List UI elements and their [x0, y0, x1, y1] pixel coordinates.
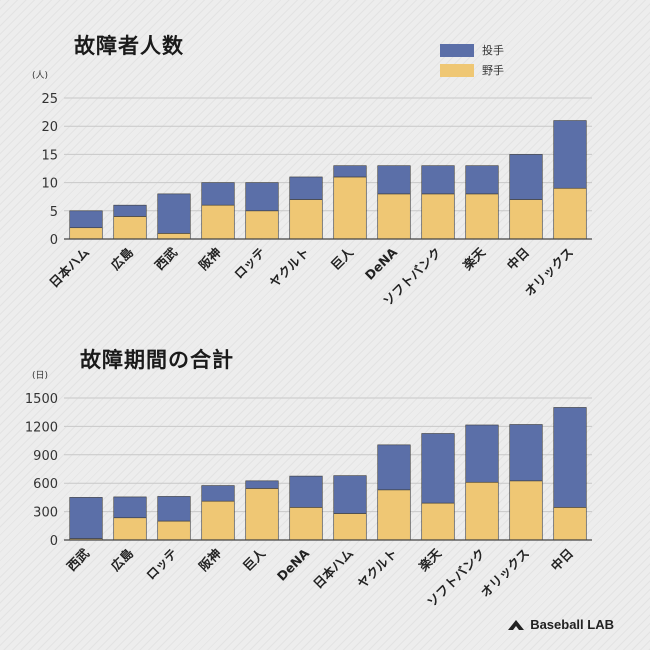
x-tick-label: 広島 [108, 545, 137, 574]
x-tick-label: 楽天 [415, 545, 444, 574]
y-tick-label: 0 [50, 233, 58, 248]
bar-fielder [377, 193, 411, 240]
y-tick-label: 1500 [25, 392, 58, 407]
x-tick-label: ロッテ [143, 546, 180, 583]
bar-fielder [509, 480, 543, 541]
bar-pitcher [69, 210, 103, 229]
y-tick-label: 20 [41, 120, 58, 135]
x-tick-label: 阪神 [196, 245, 224, 273]
bar-pitcher [289, 176, 323, 200]
legend-item-fielder: 野手 [440, 62, 504, 78]
x-tick-label: DeNA [362, 244, 400, 282]
bar-pitcher [69, 497, 103, 539]
bar-fielder [465, 193, 499, 240]
bar-pitcher [333, 475, 367, 514]
legend-label-fielder: 野手 [482, 64, 504, 77]
baseball-lab-logo-icon [508, 619, 525, 630]
bar-pitcher [465, 424, 499, 483]
bar-pitcher [157, 193, 191, 234]
y-tick-label: 15 [41, 148, 58, 163]
x-tick-label: 中日 [548, 546, 576, 574]
y-unit-label: (日) [32, 370, 48, 381]
bar-fielder [553, 507, 587, 541]
bar-pitcher [421, 165, 455, 195]
brand-logo: Baseball LAB [507, 617, 614, 632]
bar-fielder [333, 176, 367, 240]
bar-fielder [509, 199, 543, 240]
x-tick-label: 日本ハム [46, 244, 92, 290]
chart-title-injury-days: 故障期間の合計 [80, 348, 234, 372]
y-unit-label: (人) [32, 70, 48, 81]
x-tick-label: オリックス [522, 245, 577, 300]
logo-text: Baseball LAB [530, 617, 614, 632]
bar-fielder [113, 517, 147, 541]
bar-pitcher [421, 433, 455, 504]
bar-fielder [113, 216, 147, 240]
bar-pitcher [377, 444, 411, 491]
legend-swatch-pitcher [440, 43, 474, 57]
x-tick-label: 楽天 [459, 244, 488, 273]
x-tick-label: 広島 [108, 244, 137, 273]
chart-title-injured-count: 故障者人数 [74, 34, 184, 58]
bar-fielder [201, 500, 235, 541]
bar-pitcher [509, 154, 543, 200]
x-tick-label: 西武 [64, 545, 93, 574]
bar-fielder [553, 187, 587, 240]
x-tick-label: 日本ハム [310, 545, 356, 591]
bar-pitcher [201, 182, 235, 206]
bar-pitcher [113, 496, 147, 519]
bar-pitcher [157, 496, 191, 522]
y-tick-label: 10 [41, 177, 58, 192]
bar-fielder [465, 481, 499, 541]
bar-fielder [157, 520, 191, 541]
legend-label-pitcher: 投手 [482, 44, 504, 57]
bar-fielder [289, 199, 323, 240]
x-tick-label: ロッテ [231, 245, 268, 282]
y-tick-label: 300 [33, 506, 58, 521]
y-tick-label: 25 [41, 92, 58, 107]
bar-pitcher [553, 407, 587, 508]
bar-fielder [69, 227, 103, 240]
bar-pitcher [113, 204, 147, 217]
x-tick-label: ヤクルト [266, 245, 312, 291]
bar-fielder [333, 513, 367, 541]
bar-fielder [377, 489, 411, 541]
x-tick-label: ヤクルト [354, 546, 400, 592]
legend: 投手 野手 [440, 42, 504, 82]
x-tick-label: 西武 [152, 244, 181, 273]
bar-fielder [245, 210, 279, 240]
bar-pitcher [509, 424, 543, 482]
y-tick-label: 5 [50, 205, 58, 220]
y-tick-label: 0 [50, 534, 58, 549]
bar-fielder [421, 193, 455, 240]
bar-pitcher [553, 120, 587, 189]
bar-pitcher [333, 165, 367, 178]
x-tick-label: 中日 [504, 245, 532, 273]
bar-pitcher [245, 182, 279, 212]
bar-pitcher [245, 480, 279, 489]
bar-pitcher [289, 475, 323, 508]
y-tick-label: 600 [33, 477, 58, 492]
x-tick-label: 巨人 [328, 244, 357, 273]
x-tick-label: DeNA [274, 545, 312, 583]
x-tick-label: 巨人 [240, 545, 269, 574]
x-tick-label: オリックス [478, 546, 533, 601]
legend-swatch-fielder [440, 63, 474, 77]
bar-pitcher [465, 165, 499, 195]
y-tick-label: 1200 [25, 420, 58, 435]
bar-pitcher [377, 165, 411, 195]
bar-fielder [421, 502, 455, 541]
bar-fielder [157, 233, 191, 240]
x-tick-label: 阪神 [196, 546, 224, 574]
bar-pitcher [201, 485, 235, 502]
bar-fielder [245, 488, 279, 541]
bar-fielder [201, 204, 235, 240]
legend-item-pitcher: 投手 [440, 42, 504, 58]
y-tick-label: 900 [33, 449, 58, 464]
bar-fielder [289, 507, 323, 541]
